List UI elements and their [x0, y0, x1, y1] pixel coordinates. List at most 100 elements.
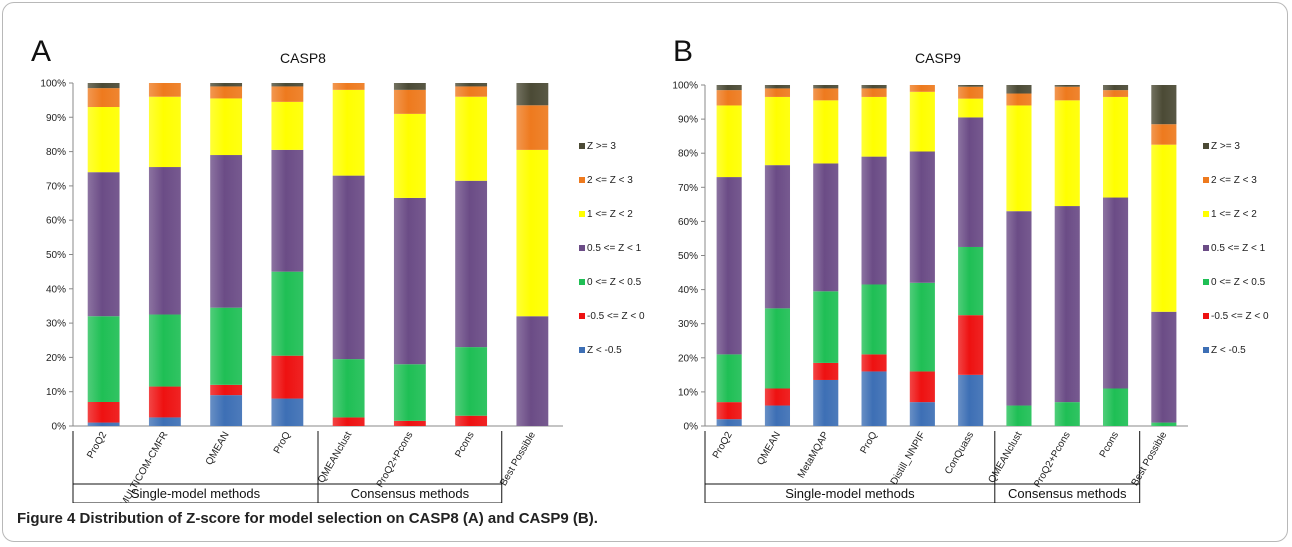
- legend-swatch: [579, 347, 585, 353]
- category-label: ConQuass: [943, 430, 976, 476]
- bar-segment: [148, 386, 181, 418]
- bar-segment: [1006, 105, 1032, 212]
- y-tick-label: 40%: [678, 285, 698, 296]
- y-tick-label: 40%: [46, 284, 66, 295]
- bar-segment: [210, 155, 243, 308]
- bar-segment: [1102, 90, 1129, 97]
- bar-segment: [764, 85, 791, 89]
- bar-segment: [813, 85, 839, 89]
- legend-label: Z >= 3: [1211, 141, 1240, 152]
- category-label: Pcons: [453, 430, 476, 460]
- legend-label: Z >= 3: [587, 141, 616, 152]
- bar-segment: [516, 149, 549, 317]
- bar-segment: [813, 88, 839, 101]
- bar-segment: [210, 83, 243, 87]
- bar-segment: [1006, 93, 1032, 106]
- y-tick-label: 70%: [46, 181, 66, 192]
- bar-segment: [516, 105, 549, 150]
- bar-segment: [1054, 206, 1080, 403]
- bar-segment: [516, 83, 549, 106]
- bar-segment: [455, 83, 488, 87]
- legend-swatch: [1203, 279, 1209, 285]
- bar-segment: [455, 96, 488, 181]
- legend-swatch: [1203, 313, 1209, 319]
- bar-segment: [1006, 211, 1032, 406]
- bar-segment: [958, 315, 984, 375]
- bar-segment: [1102, 388, 1129, 426]
- y-tick-label: 30%: [46, 319, 66, 330]
- bar-segment: [909, 402, 935, 426]
- bar-segment: [332, 359, 365, 418]
- bar-segment: [271, 101, 304, 150]
- bar-segment: [1054, 100, 1080, 207]
- category-label: ProQ2+Pcons: [1032, 430, 1073, 490]
- y-tick-label: 90%: [46, 113, 66, 124]
- bar-segment: [716, 402, 742, 420]
- bar-segment: [393, 364, 426, 421]
- bar-segment: [813, 100, 839, 164]
- category-label: Distill_NNPIF: [889, 430, 928, 487]
- bar-segment: [393, 420, 426, 426]
- bar-segment: [764, 388, 791, 406]
- legend-label: 0 <= Z < 0.5: [587, 277, 642, 288]
- bar-segment: [332, 83, 365, 90]
- category-label: Pcons: [1098, 430, 1121, 460]
- bar-segment: [1151, 311, 1177, 423]
- bar-segment: [393, 113, 426, 198]
- bar-segment: [455, 347, 488, 416]
- bar-segment: [958, 374, 984, 426]
- legend-swatch: [579, 177, 585, 183]
- legend-swatch: [579, 143, 585, 149]
- bar-segment: [909, 371, 935, 403]
- y-tick-label: 90%: [678, 115, 698, 126]
- bar-segment: [716, 419, 742, 426]
- bar-segment: [271, 149, 304, 272]
- bar-segment: [1151, 124, 1177, 145]
- bar-segment: [271, 271, 304, 356]
- bar-segment: [271, 398, 304, 426]
- figure-caption: Figure 4 Distribution of Z-score for mod…: [17, 510, 598, 527]
- bar-segment: [716, 354, 742, 403]
- panel-letter: A: [31, 35, 51, 68]
- bar-segment: [861, 371, 887, 426]
- bar-segment: [332, 89, 365, 176]
- legend-label: -0.5 <= Z < 0: [587, 311, 645, 322]
- legend-label: Z < -0.5: [587, 345, 622, 356]
- bar-segment: [455, 180, 488, 348]
- bar-segment: [1006, 405, 1032, 426]
- bar-segment: [455, 415, 488, 426]
- legend-swatch: [1203, 211, 1209, 217]
- category-label: ProQ2: [85, 430, 109, 461]
- category-label: QMEAN: [755, 430, 783, 467]
- legend-label: -0.5 <= Z < 0: [1211, 311, 1269, 322]
- y-tick-label: 20%: [46, 353, 66, 364]
- bar-segment: [87, 107, 120, 173]
- y-tick-label: 80%: [678, 149, 698, 160]
- category-label: ProQ2+Pcons: [375, 430, 416, 490]
- legend-swatch: [1203, 245, 1209, 251]
- y-tick-label: 50%: [678, 251, 698, 262]
- y-tick-label: 100%: [672, 81, 698, 92]
- y-tick-label: 10%: [678, 387, 698, 398]
- bar-segment: [455, 86, 488, 97]
- bar-segment: [813, 379, 839, 426]
- category-label: Best Possible: [1130, 430, 1170, 488]
- bar-segment: [1102, 197, 1129, 389]
- y-tick-label: 50%: [46, 250, 66, 261]
- bar-segment: [87, 422, 120, 426]
- legend-label: 2 <= Z < 3: [1211, 175, 1257, 186]
- legend-label: 0.5 <= Z < 1: [587, 243, 642, 254]
- bar-segment: [1054, 85, 1080, 87]
- y-tick-label: 0%: [684, 422, 699, 433]
- y-tick-label: 60%: [678, 217, 698, 228]
- bar-segment: [1102, 85, 1129, 91]
- bar-segment: [87, 316, 120, 402]
- bar-segment: [148, 83, 181, 97]
- bar-segment: [716, 177, 742, 355]
- bar-segment: [958, 117, 984, 247]
- bar-segment: [861, 96, 887, 157]
- legend-swatch: [1203, 143, 1209, 149]
- bar-segment: [958, 85, 984, 87]
- bar-segment: [332, 417, 365, 426]
